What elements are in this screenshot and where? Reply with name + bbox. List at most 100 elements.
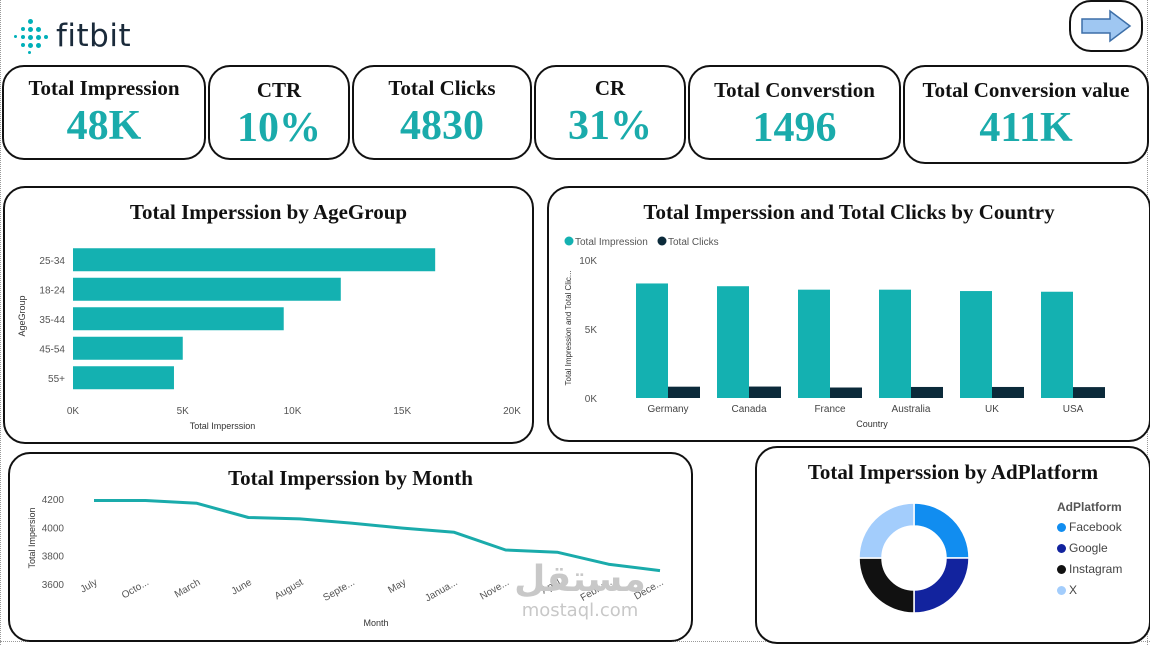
bar-clicks bbox=[830, 387, 862, 398]
y-tick-label: 18-24 bbox=[39, 285, 65, 296]
x-tick-label: 20K bbox=[503, 406, 521, 417]
legend-dot bbox=[1057, 564, 1066, 574]
x-tick-label: UK bbox=[985, 404, 999, 415]
x-tick-label: Janua... bbox=[423, 577, 459, 604]
legend-label: Total Clicks bbox=[668, 237, 719, 248]
kpi-total-conversion: Total Converstion 1496 bbox=[688, 65, 901, 160]
legend-dot bbox=[1057, 585, 1066, 595]
bar-impression bbox=[1041, 291, 1073, 398]
legend-dot bbox=[1057, 543, 1066, 553]
x-tick-label: Septe... bbox=[321, 577, 356, 604]
kpi-title: Total Clicks bbox=[388, 76, 496, 100]
x-tick-label: March bbox=[173, 577, 203, 600]
bar-impression bbox=[636, 283, 668, 398]
x-tick-label: June bbox=[230, 577, 255, 598]
x-tick-label: Germany bbox=[647, 404, 688, 415]
kpi-value: 1496 bbox=[752, 105, 837, 151]
x-tick-label: 15K bbox=[393, 406, 411, 417]
x-tick-label: August bbox=[273, 577, 306, 602]
legend-item-instagram[interactable]: Instagram bbox=[1057, 562, 1122, 576]
kpi-value: 411K bbox=[979, 105, 1073, 151]
y-tick-label: 3800 bbox=[42, 552, 65, 563]
kpi-value: 4830 bbox=[400, 103, 484, 149]
legend-label: Total Impression bbox=[575, 237, 648, 248]
fitbit-logo: fitbit bbox=[12, 16, 131, 56]
x-axis-label: Month bbox=[363, 618, 388, 628]
age-group-chart-panel: Total Imperssion by AgeGroup 25-34 18-24 3… bbox=[3, 186, 534, 444]
fitbit-dots-icon bbox=[12, 18, 48, 54]
bar bbox=[73, 248, 436, 272]
x-tick-label: Australia bbox=[892, 404, 931, 415]
chart-title: Total Imperssion by AdPlatform bbox=[807, 460, 1099, 484]
y-tick-label: 5K bbox=[585, 325, 598, 336]
next-page-button[interactable] bbox=[1069, 0, 1143, 52]
line-series bbox=[94, 499, 661, 573]
bar-impression bbox=[717, 286, 749, 398]
x-axis-label: Country bbox=[856, 419, 888, 429]
bar-clicks bbox=[749, 386, 781, 398]
arrow-right-icon bbox=[1081, 9, 1132, 43]
adplatform-donut-chart bbox=[858, 502, 970, 614]
chart-title: Total Imperssion by Month bbox=[228, 466, 473, 490]
y-axis-label: Total Impersion bbox=[27, 507, 37, 568]
legend-dot-impression bbox=[564, 236, 574, 246]
bar-clicks bbox=[1073, 387, 1105, 398]
bar-impression bbox=[798, 289, 830, 398]
x-tick-label: April bbox=[540, 577, 563, 597]
bar bbox=[73, 307, 284, 331]
y-tick-label: 45-54 bbox=[39, 344, 65, 355]
adplatform-chart-panel: Total Imperssion by AdPlatform AdPlatfor… bbox=[755, 446, 1150, 644]
x-axis-label: Total Imperssion bbox=[190, 421, 256, 431]
kpi-value: 10% bbox=[237, 105, 321, 151]
legend-item-x[interactable]: X bbox=[1057, 583, 1122, 597]
brand-name: fitbit bbox=[56, 18, 132, 54]
donut-slice-google bbox=[913, 557, 970, 614]
bar bbox=[73, 366, 174, 390]
chart-title: Total Imperssion by AgeGroup bbox=[129, 200, 408, 224]
kpi-title: Total Conversion value bbox=[922, 78, 1130, 102]
legend-label: Facebook bbox=[1069, 520, 1122, 534]
legend-label: X bbox=[1069, 583, 1078, 597]
y-tick-label: 35-44 bbox=[39, 315, 65, 326]
y-tick-label: 3600 bbox=[42, 580, 65, 591]
kpi-value: 31% bbox=[568, 103, 652, 149]
y-tick-label: 55+ bbox=[48, 374, 65, 385]
donut-slice-instagram bbox=[858, 557, 915, 614]
y-axis-label: AgeGroup bbox=[17, 295, 27, 336]
kpi-title: CR bbox=[594, 76, 626, 100]
kpi-title: Total Converstion bbox=[714, 78, 875, 102]
donut-slice-x bbox=[858, 502, 915, 559]
legend-dot bbox=[1057, 522, 1066, 532]
kpi-title: Total Impression bbox=[28, 76, 180, 100]
y-tick-label: 4000 bbox=[42, 523, 65, 534]
x-tick-label: Febru... bbox=[579, 577, 614, 604]
bar-impression bbox=[879, 289, 911, 398]
legend-label: Google bbox=[1069, 541, 1108, 555]
y-axis-label: Total Impression and Total Clic... bbox=[564, 270, 573, 385]
legend-item-google[interactable]: Google bbox=[1057, 541, 1122, 555]
x-tick-label: France bbox=[814, 404, 846, 415]
y-tick-label: 4200 bbox=[42, 495, 65, 506]
x-tick-label: Octo... bbox=[120, 577, 151, 601]
x-tick-label: May bbox=[386, 577, 408, 596]
legend-item-facebook[interactable]: Facebook bbox=[1057, 520, 1122, 534]
y-tick-label: 0K bbox=[585, 394, 598, 405]
x-tick-label: July bbox=[79, 577, 100, 595]
country-chart: Total Impression Total Clicks 0K 5K 10K Germa… bbox=[564, 236, 1105, 429]
x-tick-label: 0K bbox=[67, 406, 80, 417]
kpi-total-conversion-value: Total Conversion value 411K bbox=[903, 65, 1149, 164]
x-tick-label: Canada bbox=[731, 404, 766, 415]
x-tick-label: 10K bbox=[284, 406, 302, 417]
x-tick-label: USA bbox=[1063, 404, 1084, 415]
kpi-title: CTR bbox=[256, 78, 302, 102]
month-chart: 3600 3800 4000 4200 July Octo... March June Augu… bbox=[27, 495, 666, 628]
adplatform-legend: AdPlatform Facebook Google Instagram X bbox=[1057, 500, 1122, 604]
kpi-value: 48K bbox=[66, 103, 142, 149]
y-tick-label: 10K bbox=[579, 256, 597, 267]
bar-impression bbox=[960, 291, 992, 398]
bar-clicks bbox=[992, 386, 1024, 398]
month-chart-panel: Total Imperssion by Month 3600 3800 4000 42… bbox=[8, 452, 693, 642]
kpi-ctr: CTR 10% bbox=[208, 65, 350, 160]
kpi-cr: CR 31% bbox=[534, 65, 686, 160]
x-tick-label: Dece... bbox=[633, 577, 666, 602]
